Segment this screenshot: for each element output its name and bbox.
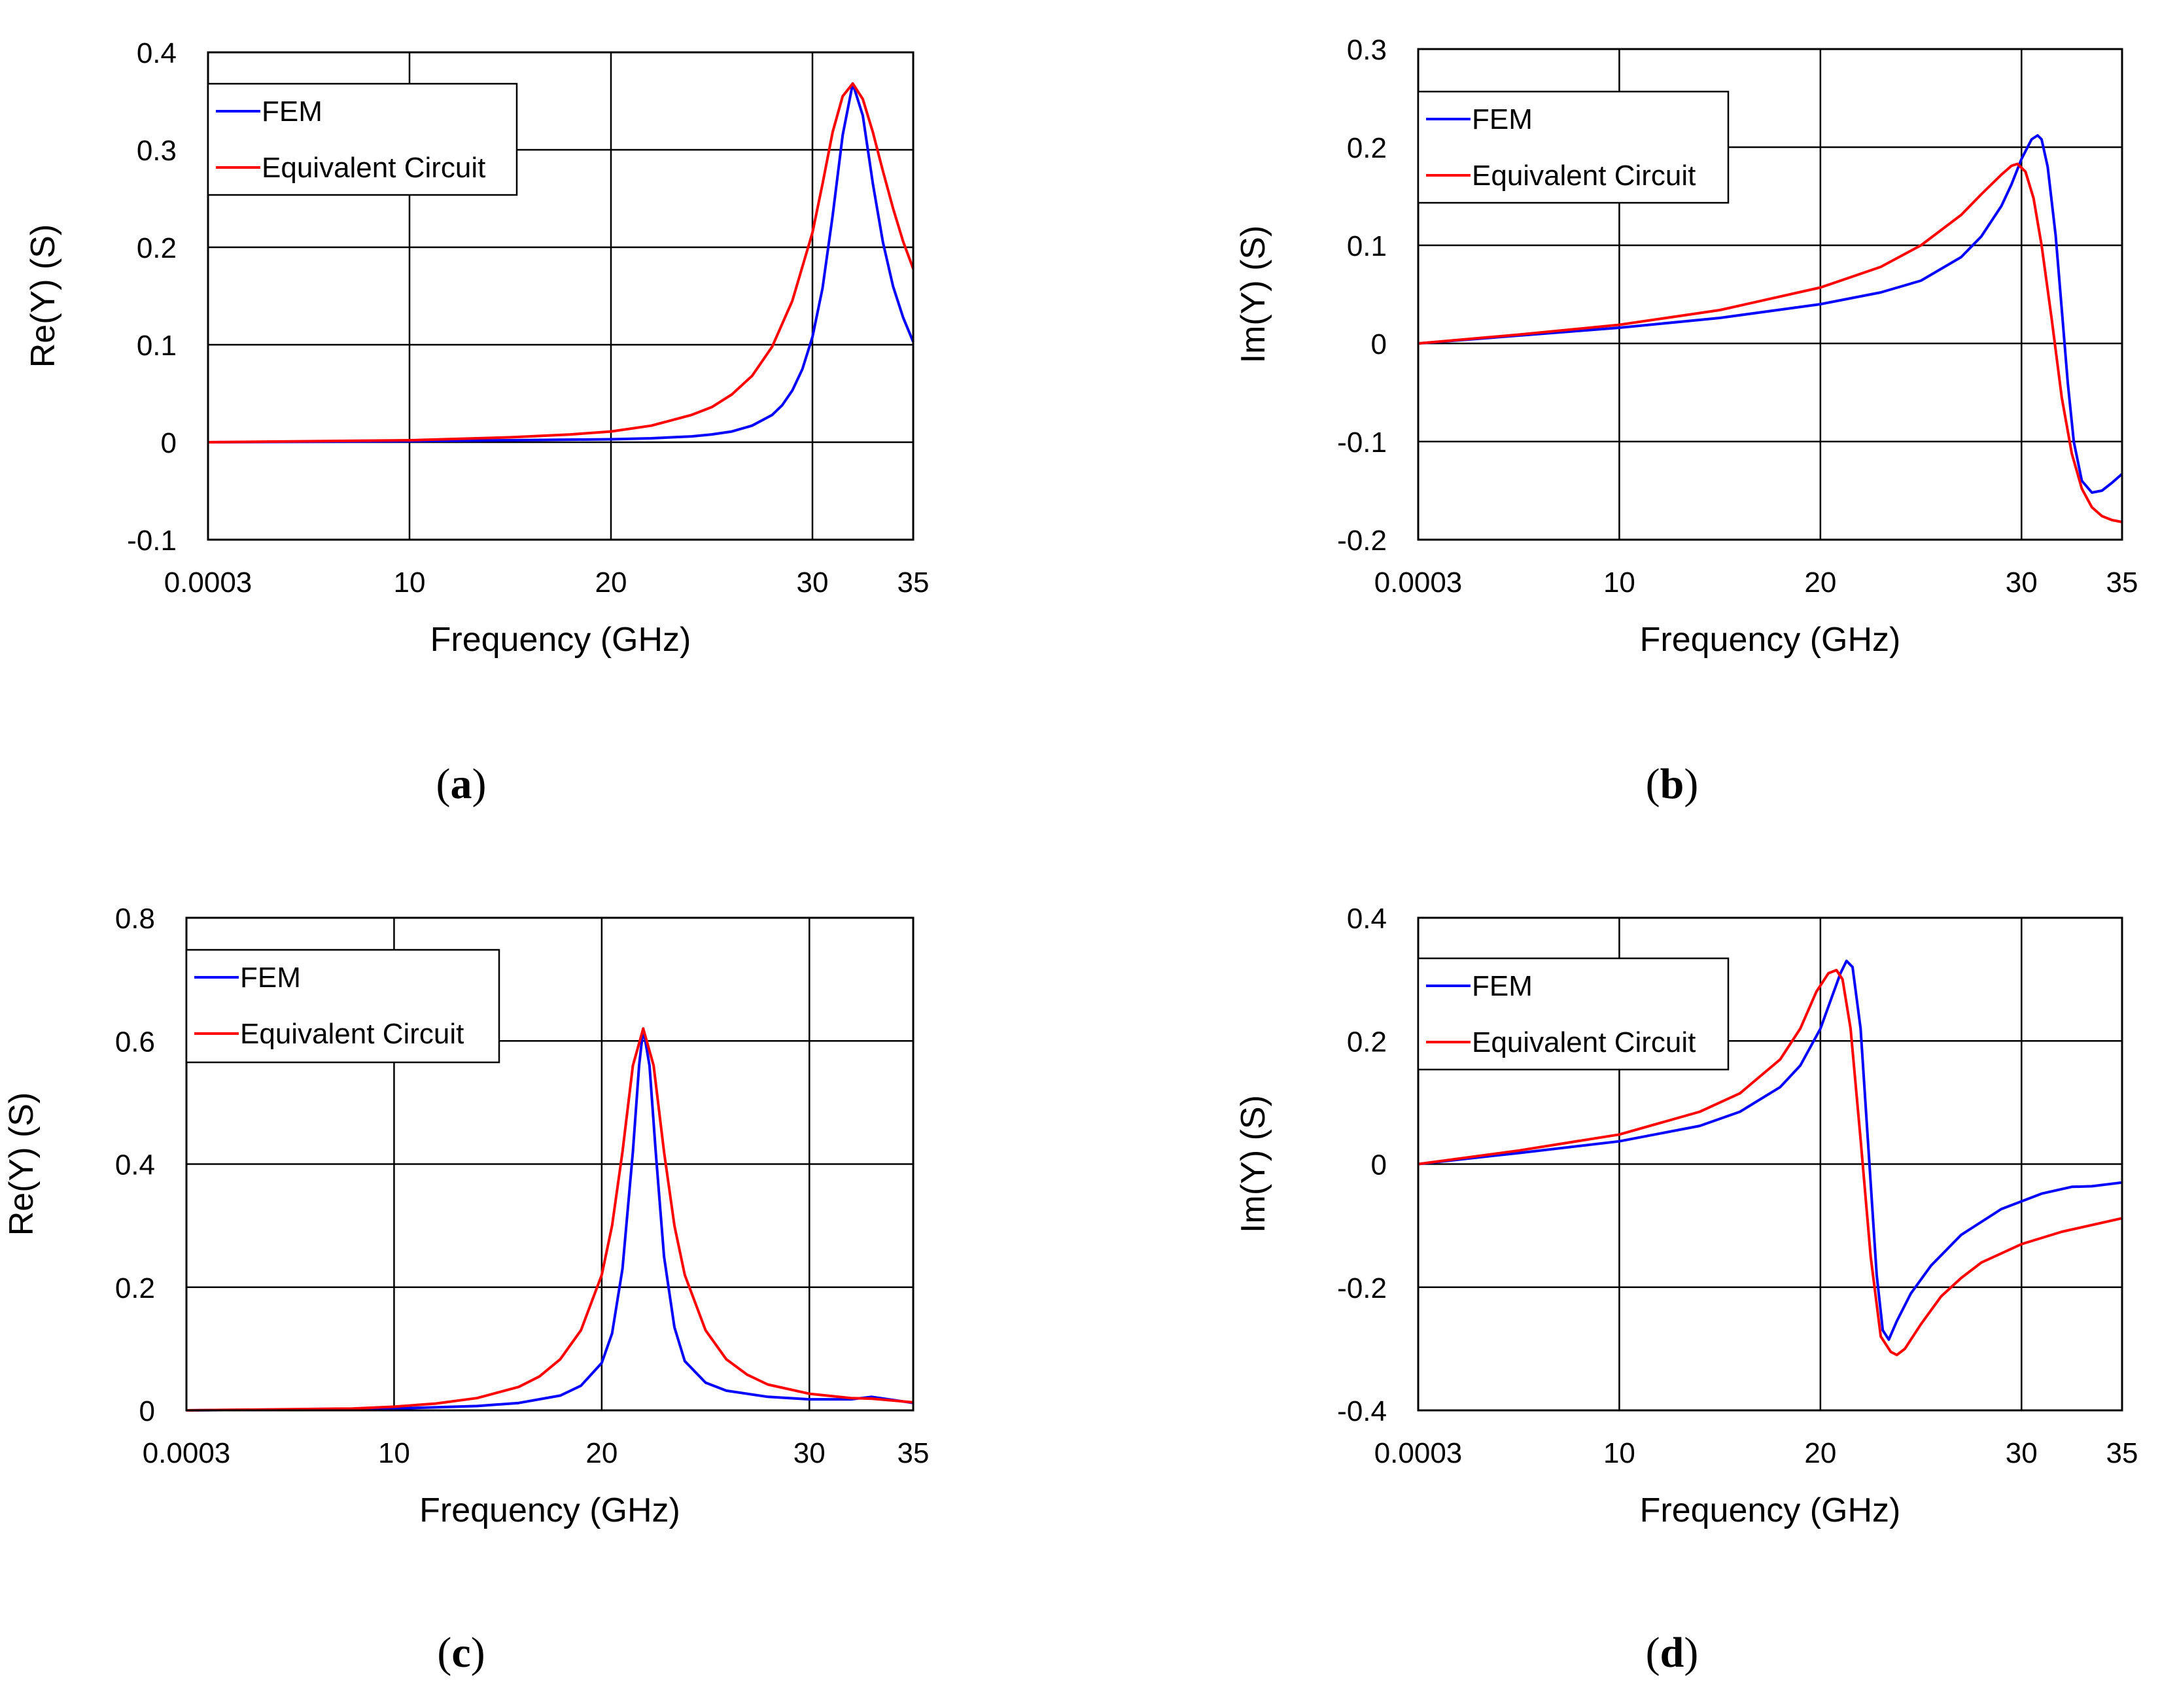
chart-b-y-tick-label: -0.2 (1337, 525, 1387, 557)
chart-c-x-tick-label: 10 (378, 1437, 410, 1469)
chart-d-x-tick-label: 0.0003 (1374, 1437, 1463, 1469)
chart-c-panel-label: (c) (437, 1629, 485, 1677)
chart-b-x-axis-label: Frequency (GHz) (1640, 621, 1901, 659)
chart-a-y-tick-label: 0.3 (137, 135, 177, 167)
chart-b-ticks: 0.0003 10 20 30 35 -0.2 -0.1 0 0.1 0.2 0.3 (1337, 34, 2138, 599)
chart-d-y-tick-label: -0.4 (1337, 1395, 1387, 1427)
chart-d-x-axis-label: Frequency (GHz) (1640, 1491, 1901, 1529)
chart-a-y-tick-label: 0.4 (137, 37, 177, 69)
chart-c-x-tick-label: 35 (897, 1437, 930, 1469)
chart-d-y-tick-label: 0 (1371, 1149, 1387, 1181)
chart-b-legend-label: Equivalent Circuit (1472, 160, 1696, 192)
chart-b-series-equivalent-circuit-line (1418, 162, 2123, 523)
chart-a-x-tick-label: 0.0003 (164, 566, 253, 599)
chart-d-y-tick-label: 0.2 (1347, 1026, 1387, 1058)
chart-b-x-tick-label: 35 (2106, 566, 2138, 599)
chart-b-series (1418, 134, 2123, 523)
chart-d-legend-label: FEM (1472, 970, 1533, 1002)
chart-d-x-tick-label: 35 (2106, 1437, 2138, 1469)
chart-a-panel-letter: a (451, 760, 472, 808)
chart-a-series-equivalent-circuit-line (207, 82, 915, 444)
chart-d-legend: FEM Equivalent Circuit (1417, 957, 1730, 1071)
chart-a-x-tick-label: 30 (797, 566, 829, 599)
chart-a-ticks: 0.0003 10 20 30 35 -0.1 0 0.1 0.2 0.3 0.4 (127, 37, 929, 599)
chart-d-panel-label: (d) (1646, 1629, 1699, 1677)
chart-d-x-tick-label: 30 (2006, 1437, 2038, 1469)
chart-a-y-tick-label: 0.2 (137, 232, 177, 264)
chart-d-ticks: 0.0003 10 20 30 35 -0.4 -0.2 0 0.2 0.4 (1337, 903, 2138, 1469)
chart-c-y-axis-label: Re(Y) (S) (3, 1092, 41, 1236)
chart-c-x-tick-label: 30 (793, 1437, 826, 1469)
chart-c-x-tick-label: 20 (585, 1437, 618, 1469)
chart-c-series-equivalent-circuit-line (186, 1027, 914, 1412)
chart-d-y-tick-label: 0.4 (1347, 903, 1387, 935)
chart-c-x-tick-label: 0.0003 (143, 1437, 231, 1469)
chart-a-legend-label: FEM (262, 96, 322, 128)
chart-c: 0.0003 10 20 30 35 0 0.2 0.4 0.6 0.8 Frequency (G… (3, 903, 929, 1677)
chart-c-legend: FEM Equivalent Circuit (185, 949, 500, 1064)
chart-a-y-tick-label: 0.1 (137, 330, 177, 362)
chart-b-y-tick-label: 0 (1371, 328, 1387, 360)
chart-b-legend-label: FEM (1472, 103, 1533, 135)
chart-a: 0.0003 10 20 30 35 -0.1 0 0.1 0.2 0.3 0.4 Frequenc… (24, 37, 929, 808)
chart-c-legend-label: Equivalent Circuit (240, 1018, 464, 1050)
chart-b-x-tick-label: 0.0003 (1374, 566, 1463, 599)
chart-a-legend-box (207, 82, 518, 196)
chart-a-y-tick-label: 0 (161, 427, 177, 459)
chart-c-series-fem-line (186, 1027, 914, 1412)
chart-b-series-fem-line (1418, 134, 2123, 494)
chart-c-series (186, 1027, 914, 1412)
chart-a-series (207, 82, 915, 444)
chart-b-panel-letter: b (1660, 760, 1684, 808)
chart-c-y-tick-label: 0.8 (115, 903, 155, 935)
chart-a-plot-frame (207, 51, 915, 541)
chart-c-y-tick-label: 0 (139, 1395, 155, 1427)
chart-d-legend-box (1417, 957, 1730, 1071)
chart-b-plot-frame (1417, 48, 2123, 541)
chart-c-plot-frame (185, 916, 915, 1412)
chart-b-y-tick-label: 0.3 (1347, 34, 1387, 66)
chart-a-y-tick-label: -0.1 (127, 525, 177, 557)
chart-c-legend-label: FEM (240, 962, 301, 994)
chart-b-panel-label: (b) (1646, 760, 1699, 808)
chart-c-panel-letter: c (451, 1629, 470, 1677)
chart-d-x-tick-label: 10 (1603, 1437, 1635, 1469)
chart-a-x-axis-label: Frequency (GHz) (430, 621, 691, 659)
chart-a-x-tick-label: 20 (595, 566, 627, 599)
chart-c-y-tick-label: 0.6 (115, 1026, 155, 1058)
chart-d: 0.0003 10 20 30 35 -0.4 -0.2 0 0.2 0.4 Frequency … (1234, 903, 2138, 1677)
chart-d-series-equivalent-circuit-line (1418, 969, 2123, 1357)
chart-a-panel-label: (a) (436, 760, 487, 808)
chart-b: 0.0003 10 20 30 35 -0.2 -0.1 0 0.1 0.2 0.3 Frequen… (1234, 34, 2138, 808)
chart-c-y-tick-label: 0.2 (115, 1272, 155, 1304)
chart-b-legend: FEM Equivalent Circuit (1417, 90, 1730, 204)
chart-b-x-tick-label: 30 (2006, 566, 2038, 599)
chart-b-legend-box (1417, 90, 1730, 204)
chart-c-x-axis-label: Frequency (GHz) (419, 1491, 680, 1529)
chart-b-y-tick-label: 0.1 (1347, 230, 1387, 262)
chart-d-y-tick-label: -0.2 (1337, 1272, 1387, 1304)
chart-b-x-tick-label: 20 (1804, 566, 1836, 599)
chart-d-series-fem-line (1418, 959, 2123, 1341)
chart-a-x-tick-label: 10 (394, 566, 426, 599)
chart-a-series-fem-line (207, 82, 915, 444)
chart-d-legend-label: Equivalent Circuit (1472, 1026, 1696, 1058)
chart-b-y-axis-label: Im(Y) (S) (1234, 226, 1272, 364)
chart-a-x-tick-label: 35 (897, 566, 930, 599)
chart-d-series (1418, 959, 2123, 1357)
chart-d-x-tick-label: 20 (1804, 1437, 1836, 1469)
chart-b-y-tick-label: 0.2 (1347, 132, 1387, 164)
chart-a-legend-label: Equivalent Circuit (262, 152, 485, 184)
chart-d-y-axis-label: Im(Y) (S) (1234, 1095, 1272, 1233)
chart-d-panel-letter: d (1660, 1629, 1684, 1677)
chart-a-y-axis-label: Re(Y) (S) (24, 224, 62, 368)
chart-d-plot-frame (1417, 916, 2123, 1412)
chart-c-y-tick-label: 0.4 (115, 1149, 155, 1181)
chart-a-legend: FEM Equivalent Circuit (207, 82, 518, 196)
chart-c-ticks: 0.0003 10 20 30 35 0 0.2 0.4 0.6 0.8 (115, 903, 930, 1469)
chart-b-x-tick-label: 10 (1603, 566, 1635, 599)
chart-c-legend-box (185, 949, 500, 1064)
chart-b-y-tick-label: -0.1 (1337, 427, 1387, 459)
